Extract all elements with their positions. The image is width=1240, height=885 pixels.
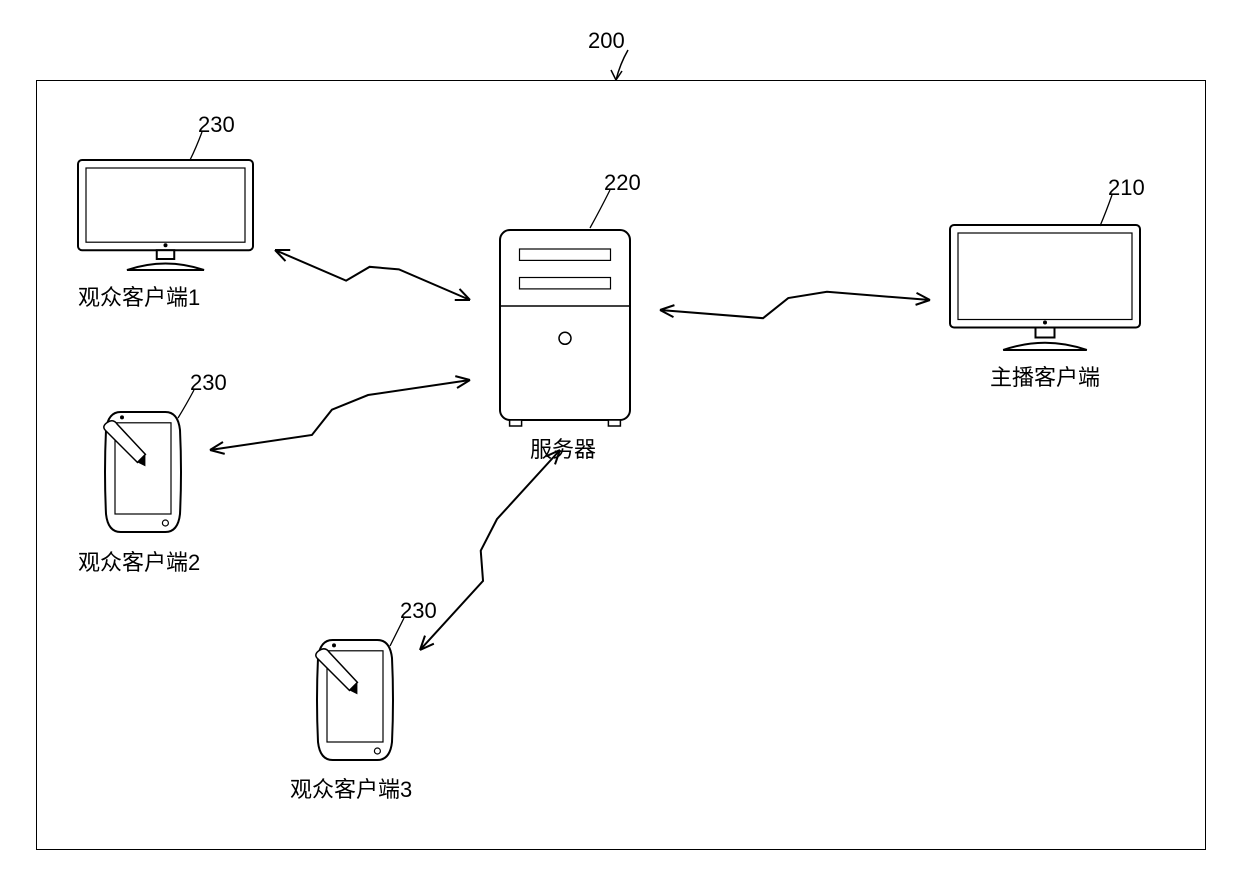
client1-ref-number: 230	[198, 112, 235, 138]
server-ref-number: 220	[604, 170, 641, 196]
diagram-canvas	[0, 0, 1240, 885]
connection-bolt	[210, 376, 470, 454]
viewer-client-2-icon	[104, 412, 181, 532]
client2-ref-number: 230	[190, 370, 227, 396]
connection-bolt	[420, 450, 560, 650]
viewer-client-3-icon	[316, 640, 393, 760]
server-icon	[500, 230, 630, 426]
viewer-client-1-icon	[78, 160, 253, 270]
client3-ref-number: 230	[400, 598, 437, 624]
connection-bolt	[660, 292, 930, 318]
host-client-icon	[950, 225, 1140, 350]
host-label: 主播客户端	[990, 360, 1100, 392]
connection-bolt	[275, 250, 470, 300]
client1-label: 观众客户端1	[78, 280, 200, 312]
client2-label: 观众客户端2	[78, 545, 200, 577]
host-ref-number: 210	[1108, 175, 1145, 201]
server-label: 服务器	[530, 432, 596, 464]
client3-label: 观众客户端3	[290, 772, 412, 804]
